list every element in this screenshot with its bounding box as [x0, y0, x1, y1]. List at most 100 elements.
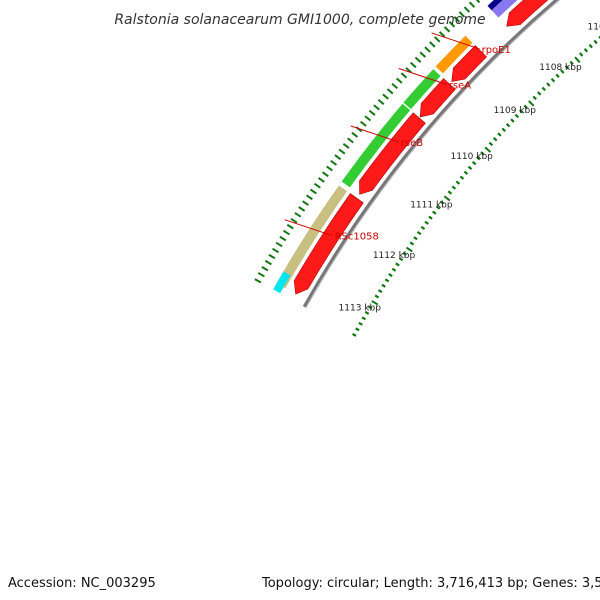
gene-arrow-fabF1: [506, 0, 549, 27]
outer-tick: [405, 67, 412, 74]
outer-tick: [475, 0, 481, 4]
genome-summary-text: Topology: circular; Length: 3,716,413 bp…: [261, 576, 600, 591]
minor-tick: [541, 86, 546, 92]
gene-label-rseB: rseB: [401, 138, 423, 149]
minor-tick: [501, 127, 506, 133]
outer-tick: [453, 16, 461, 23]
minor-tick: [523, 104, 528, 110]
minor-tick: [588, 43, 593, 49]
minor-tick: [367, 305, 373, 310]
minor-tick: [560, 69, 565, 74]
outer-tick: [317, 177, 325, 183]
map-title: Ralstonia solanacearum GMI1000, complete…: [114, 12, 485, 28]
minor-tick: [488, 141, 494, 147]
tick-label: 1109 kbp: [494, 106, 537, 116]
gene-leader-line: [398, 67, 447, 85]
outer-tick: [410, 61, 417, 69]
cyan-band: [273, 271, 291, 294]
outer-tick: [360, 120, 367, 127]
minor-tick: [532, 95, 537, 101]
minor-tick: [416, 231, 422, 236]
outer-tick: [275, 241, 283, 248]
label-layer: fabDfabGacpPfabF1rpoE1rseArseBRSc1058: [284, 32, 511, 243]
tick-label: 1112 kbp: [373, 251, 416, 261]
outer-tick: [386, 88, 394, 95]
minor-tick: [381, 283, 386, 288]
minor-tick: [420, 225, 426, 231]
minor-tick: [459, 175, 465, 180]
outer-tick: [373, 104, 380, 111]
outer-tick: [351, 131, 359, 138]
outer-tick: [382, 93, 389, 100]
outer-tick: [326, 165, 333, 172]
minor-tick: [555, 73, 560, 79]
outer-tick: [272, 247, 280, 254]
outer-tick: [448, 21, 456, 28]
outer-tick: [400, 72, 408, 79]
minor-tick: [377, 289, 383, 294]
outer-tick: [313, 182, 321, 189]
gene-leader-line: [431, 32, 480, 50]
minor-tick: [409, 241, 415, 246]
outer-tick: [342, 143, 350, 149]
outer-tick: [330, 159, 338, 166]
outer-tick: [290, 217, 298, 224]
minor-tick: [514, 113, 520, 119]
outer-tick: [391, 82, 398, 90]
outer-tick: [429, 41, 436, 48]
minor-tick: [364, 310, 370, 315]
gene-leader-line: [284, 219, 333, 237]
minor-tick: [476, 156, 481, 161]
minor-tick: [413, 236, 418, 241]
gene-arrow-rseA: [419, 78, 456, 118]
outer-tick: [414, 56, 422, 63]
minor-tick: [471, 160, 477, 166]
gene-arrow-rseB: [359, 112, 426, 195]
tick-label: 1107 kbp: [588, 22, 600, 32]
minor-tick: [361, 316, 367, 321]
outer-tick: [338, 148, 346, 155]
backbone-highlight: [305, 0, 561, 308]
blast-band-RSc1058: [276, 185, 348, 289]
minor-tick: [510, 118, 515, 123]
gene-leader-line: [350, 125, 399, 143]
blast-band-dark-fabF1: [487, 0, 503, 11]
minor-tick: [593, 39, 598, 45]
outer-tick: [283, 229, 291, 236]
accession-text: Accession: NC_003295: [8, 576, 156, 591]
outer-tick: [305, 194, 313, 201]
outer-tick: [443, 26, 451, 33]
blast-band-rpoE1: [435, 35, 473, 74]
blast-band-fabF1: [491, 0, 518, 18]
gene-label-rpoE1: rpoE1: [482, 45, 511, 56]
outer-tick: [286, 223, 294, 230]
major-tick: [574, 56, 581, 64]
minor-tick: [546, 82, 551, 87]
minor-tick: [439, 200, 445, 205]
tick-label: 1113 kbp: [339, 304, 382, 314]
minor-tick: [355, 327, 360, 332]
outer-tick: [468, 1, 476, 8]
tick-label: 1108 kbp: [539, 63, 582, 73]
outer-tick: [419, 51, 427, 58]
minor-tick: [351, 332, 357, 337]
outer-tick: [322, 171, 329, 178]
outer-tick: [364, 115, 372, 122]
outer-tick: [368, 109, 376, 116]
major-tick: [443, 195, 451, 202]
minor-tick: [505, 123, 511, 128]
minor-tick: [432, 210, 437, 215]
outer-tick: [458, 11, 466, 18]
major-tick: [528, 100, 535, 107]
outer-tick: [264, 259, 272, 266]
outer-tick: [434, 36, 441, 43]
gene-arrow-RSc1058: [293, 193, 364, 295]
major-tick: [405, 246, 413, 253]
minor-tick: [398, 257, 404, 262]
tick-label: 1111 kbp: [410, 200, 453, 210]
major-tick: [484, 146, 492, 153]
footer-background: [0, 570, 600, 600]
minor-tick: [492, 137, 498, 142]
outer-tick: [377, 99, 385, 106]
